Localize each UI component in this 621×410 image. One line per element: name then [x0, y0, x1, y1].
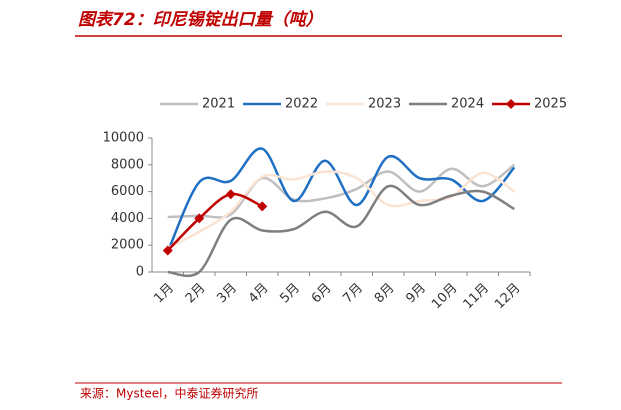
x-tick-label: 3月: [214, 281, 240, 307]
x-tick-label: 2月: [183, 281, 209, 307]
legend-label: 2025: [534, 97, 567, 112]
series-line: [167, 163, 516, 219]
y-tick-label: 0: [136, 265, 144, 280]
x-tick-label: 9月: [403, 281, 429, 307]
legend-marker: [506, 99, 516, 109]
point: [225, 189, 236, 200]
chart-title: 图表72：印尼锡锭出口量（吨）: [78, 10, 323, 30]
y-tick-label: 2000: [111, 238, 144, 253]
point: [162, 245, 173, 256]
x-tick-label: 11月: [461, 281, 492, 312]
x-tick-label: 7月: [340, 281, 366, 307]
y-tick-label: 4000: [111, 211, 144, 226]
series-line: [167, 184, 515, 278]
series-line: [166, 147, 516, 253]
y-tick-label: 10000: [103, 131, 144, 146]
x-tick-label: 4月: [246, 281, 272, 307]
x-tick-label: 12月: [492, 281, 523, 312]
x-tick-label: 6月: [309, 281, 335, 307]
legend-label: 2021: [202, 97, 235, 112]
y-tick-label: 6000: [111, 184, 144, 199]
y-tick-label: 8000: [111, 157, 144, 172]
legend-label: 2024: [451, 97, 484, 112]
source: 来源：Mysteel，中泰证券研究所: [80, 386, 259, 401]
x-tick-label: 10月: [429, 281, 460, 312]
legend-label: 2022: [285, 97, 318, 112]
x-tick-label: 8月: [372, 281, 398, 307]
x-tick-label: 5月: [277, 281, 303, 307]
series-line: [166, 192, 263, 252]
point: [257, 201, 268, 212]
legend-label: 2023: [368, 97, 401, 112]
point: [194, 213, 205, 224]
x-tick-label: 1月: [151, 281, 177, 307]
